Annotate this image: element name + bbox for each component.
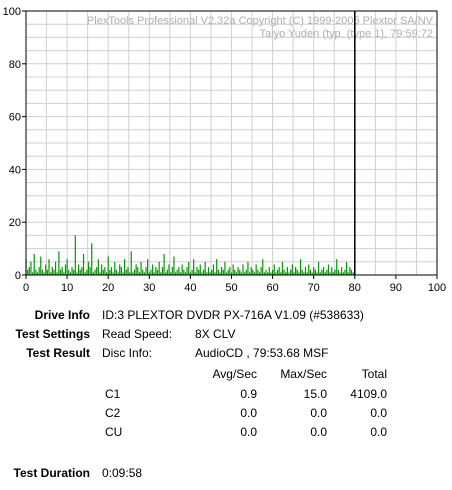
x-tick-label: 0 — [23, 282, 29, 294]
column-header-avg: Avg/Sec — [212, 367, 257, 381]
column-header-total: Total — [361, 367, 387, 381]
error-rate-chart: 0 10 20 30 40 50 60 70 80 90 100 0 20 40 60 80 100 PlexT… — [3, 6, 447, 294]
result-row-total: 4109.0 — [350, 387, 387, 401]
y-tick-label: 60 — [9, 112, 21, 124]
result-row-max: 0.0 — [310, 425, 327, 439]
y-tick-label: 40 — [9, 164, 21, 176]
chart-watermark-line2: Taiyo Yuden (typ. (type 1), 79:59:72 — [260, 28, 433, 40]
x-tick-label: 40 — [184, 282, 196, 294]
chart-bars — [25, 235, 356, 275]
chart-watermark-line1: PlexTools Professional V2.32a Copyright … — [87, 15, 434, 27]
result-row-total: 0.0 — [370, 425, 387, 439]
x-tick-label: 60 — [266, 282, 278, 294]
result-row-total: 0.0 — [370, 406, 387, 420]
result-row-name: CU — [105, 425, 123, 439]
y-tick-label: 20 — [9, 217, 21, 229]
read-speed-label: Read Speed: — [102, 327, 173, 341]
test-settings-label: Test Settings — [15, 327, 90, 341]
drive-info-value: ID:3 PLEXTOR DVDR PX-716A V1.09 (#538633… — [102, 308, 364, 322]
x-tick-label: 20 — [102, 282, 114, 294]
result-row-max: 15.0 — [303, 387, 327, 401]
test-duration-label: Test Duration — [13, 466, 90, 480]
result-row-max: 0.0 — [310, 406, 327, 420]
drive-info-label: Drive Info — [34, 308, 90, 322]
chart-ticks: 0 10 20 30 40 50 60 70 80 90 100 0 20 40 60 80 100 — [3, 6, 447, 294]
x-tick-label: 10 — [61, 282, 73, 294]
result-row-avg: 0.0 — [240, 425, 257, 439]
read-speed-value: 8X CLV — [195, 327, 236, 341]
y-tick-label: 100 — [3, 6, 21, 18]
test-duration-value: 0:09:58 — [102, 466, 143, 480]
x-tick-label: 90 — [390, 282, 402, 294]
result-row-name: C2 — [105, 406, 121, 420]
result-row-avg: 0.9 — [240, 387, 257, 401]
test-result-label: Test Result — [26, 346, 90, 360]
x-tick-label: 30 — [143, 282, 155, 294]
disc-info-value: AudioCD , 79:53.68 MSF — [195, 346, 329, 360]
disc-info-label: Disc Info: — [102, 346, 153, 360]
y-tick-label: 80 — [9, 59, 21, 71]
result-row-name: C1 — [105, 387, 121, 401]
x-tick-label: 70 — [308, 282, 320, 294]
plot-frame — [25, 10, 438, 276]
result-row-avg: 0.0 — [240, 406, 257, 420]
x-tick-label: 80 — [349, 282, 361, 294]
x-tick-label: 100 — [428, 282, 446, 294]
column-header-max: Max/Sec — [280, 367, 327, 381]
x-tick-label: 50 — [225, 282, 237, 294]
chart-grid — [25, 10, 438, 276]
y-tick-label: 0 — [15, 270, 21, 282]
